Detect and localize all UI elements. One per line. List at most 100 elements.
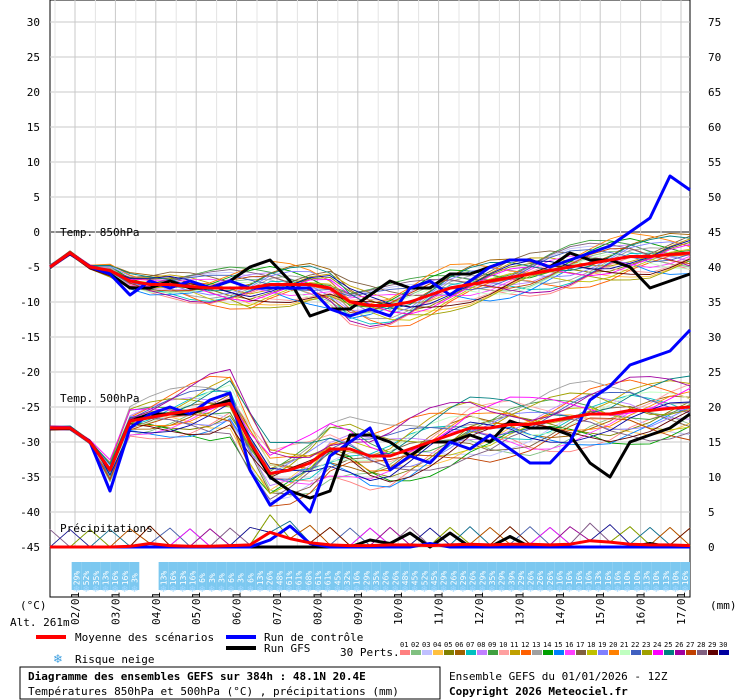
right-tick-label: 45	[708, 226, 721, 239]
snow-flake-icon: ❄	[479, 585, 487, 595]
perturbation-number: 25	[664, 641, 672, 649]
snow-risk-pct: 29%	[440, 571, 449, 586]
snow-risk-pct: 61%	[295, 571, 304, 586]
perturbation-number: 18	[587, 641, 595, 649]
snow-risk-cell	[409, 562, 420, 590]
perturbation-swatch	[719, 650, 729, 655]
perturbation-swatch	[521, 650, 531, 655]
snow-flake-icon: ❄	[594, 585, 602, 595]
snow-risk-cell	[535, 562, 546, 590]
snow-risk-cell	[564, 562, 575, 590]
snow-risk-cell	[206, 562, 217, 590]
snow-risk-cell	[622, 562, 633, 590]
snow-flake-icon: ❄	[565, 585, 573, 595]
x-tick-label: 10/01	[392, 592, 405, 625]
snow-risk-cell	[545, 562, 555, 590]
perturbation-swatch	[433, 650, 443, 655]
snow-risk-cell	[177, 562, 188, 590]
snow-risk-cell	[303, 562, 314, 590]
perturbation-number: 12	[521, 641, 529, 649]
snow-risk-cell	[342, 562, 352, 590]
snow-risk-pct: 26%	[391, 571, 400, 586]
snow-flake-icon: ❄	[179, 585, 187, 595]
perturbation-swatch	[466, 650, 476, 655]
snow-flake-icon: ❄	[421, 585, 429, 595]
snow-risk-cell	[274, 562, 285, 590]
left-unit-label: (°C)	[20, 599, 47, 612]
snow-risk-pct: 16%	[614, 571, 623, 586]
snow-risk-cell	[351, 562, 362, 590]
snow-flake-icon: ❄	[401, 585, 409, 595]
snow-risk-pct: 16%	[575, 571, 584, 586]
snow-risk-cell	[680, 562, 690, 590]
snow-risk-cell	[603, 562, 613, 590]
perturbation-swatch	[642, 650, 652, 655]
left-tick-label: 0	[33, 226, 40, 239]
x-tick-label: 08/01	[311, 592, 324, 625]
snow-flake-icon: ❄	[517, 585, 525, 595]
perturbation-number: 26	[675, 641, 683, 649]
left-tick-label: -10	[20, 296, 40, 309]
perturbation-number: 07	[466, 641, 474, 649]
snow-risk-cell	[641, 562, 652, 590]
perturbation-number: 04	[433, 641, 441, 649]
snow-risk-pct: 61%	[324, 571, 333, 586]
snow-risk-pct: 16%	[121, 571, 130, 586]
t850-section-label: Temp. 850hPa	[60, 226, 139, 239]
snow-risk-pct: 13%	[101, 571, 110, 586]
snow-risk-pct: 52%	[82, 571, 91, 586]
perturbation-number: 06	[455, 641, 463, 649]
snow-risk-cell	[313, 562, 323, 590]
snow-risk-pct: 35%	[92, 571, 101, 586]
snow-risk-cell	[226, 562, 236, 590]
member-t500-line	[49, 387, 691, 461]
footer-title-box	[19, 666, 441, 700]
right-tick-label: 0	[708, 541, 715, 554]
snow-risk-pct: 16%	[604, 571, 613, 586]
snow-risk-cell	[583, 562, 594, 590]
left-tick-label: -25	[20, 401, 40, 414]
plot-frame	[49, 0, 691, 598]
snow-flake-icon: ❄	[575, 585, 583, 595]
x-tick-label: 02/01	[69, 592, 82, 625]
left-tick-label: 5	[33, 191, 40, 204]
snow-risk-pct: 6%	[246, 573, 255, 583]
perturbation-number: 10	[499, 641, 507, 649]
perturbation-swatch	[609, 650, 619, 655]
snow-risk-cell	[670, 562, 681, 590]
perturbation-number: 28	[697, 641, 705, 649]
snow-risk-cell	[332, 562, 343, 590]
snow-flake-icon: ❄	[585, 585, 593, 595]
snow-risk-cell	[284, 562, 294, 590]
member-t500-line	[49, 407, 691, 488]
right-tick-label: 65	[708, 86, 721, 99]
member-t850-line	[49, 250, 691, 327]
perturbation-number: 02	[411, 641, 419, 649]
right-tick-label: 10	[708, 471, 721, 484]
snow-flake-icon: ❄	[469, 585, 477, 595]
snow-risk-pct: 13%	[594, 571, 603, 586]
snow-flake-icon: ❄	[102, 585, 110, 595]
snow-risk-cell	[419, 562, 430, 590]
right-tick-label: 75	[708, 16, 721, 29]
snow-flake-icon: ❄	[507, 585, 515, 595]
snow-risk-cell	[293, 562, 304, 590]
perturbation-number: 16	[565, 641, 573, 649]
snow-flake-icon: ❄	[131, 585, 139, 595]
perturbation-swatch	[565, 650, 575, 655]
chart-title: Diagramme des ensembles GEFS sur 384h : …	[28, 670, 366, 683]
snow-flake-icon: ❄	[276, 585, 284, 595]
mean-precip-line	[50, 530, 691, 549]
snow-risk-cell	[90, 562, 101, 590]
perturbation-swatch	[686, 650, 696, 655]
snow-risk-pct: 26%	[469, 571, 478, 586]
snow-flake-icon: ❄	[237, 585, 245, 595]
perturbation-number: 20	[609, 641, 617, 649]
snow-flake-icon: ❄	[189, 585, 197, 595]
altitude-label: Alt. 261m	[10, 616, 70, 629]
snow-flake-icon: ❄	[527, 585, 535, 595]
snow-risk-cell	[467, 562, 478, 590]
snow-risk-pct: 29%	[72, 571, 81, 586]
snow-risk-pct: 3%	[130, 573, 139, 583]
